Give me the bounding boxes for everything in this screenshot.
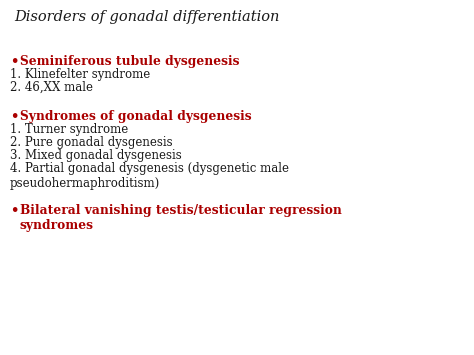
Text: 1. Turner syndrome: 1. Turner syndrome [10,123,128,136]
Text: Disorders of gonadal differentiation: Disorders of gonadal differentiation [14,10,279,24]
Text: 2. Pure gonadal dysgenesis: 2. Pure gonadal dysgenesis [10,136,173,149]
Text: 4. Partial gonadal dysgenesis (dysgenetic male
pseudohermaphroditism): 4. Partial gonadal dysgenesis (dysgeneti… [10,162,289,190]
Text: Syndromes of gonadal dysgenesis: Syndromes of gonadal dysgenesis [20,110,252,123]
Text: Bilateral vanishing testis/testicular regression
syndromes: Bilateral vanishing testis/testicular re… [20,204,342,232]
Text: Seminiferous tubule dysgenesis: Seminiferous tubule dysgenesis [20,55,239,68]
Text: •: • [10,55,18,68]
Text: 2. 46,XX male: 2. 46,XX male [10,81,93,94]
Text: •: • [10,110,18,123]
Text: •: • [10,204,18,217]
Text: 3. Mixed gonadal dysgenesis: 3. Mixed gonadal dysgenesis [10,149,182,162]
Text: 1. Klinefelter syndrome: 1. Klinefelter syndrome [10,68,150,81]
